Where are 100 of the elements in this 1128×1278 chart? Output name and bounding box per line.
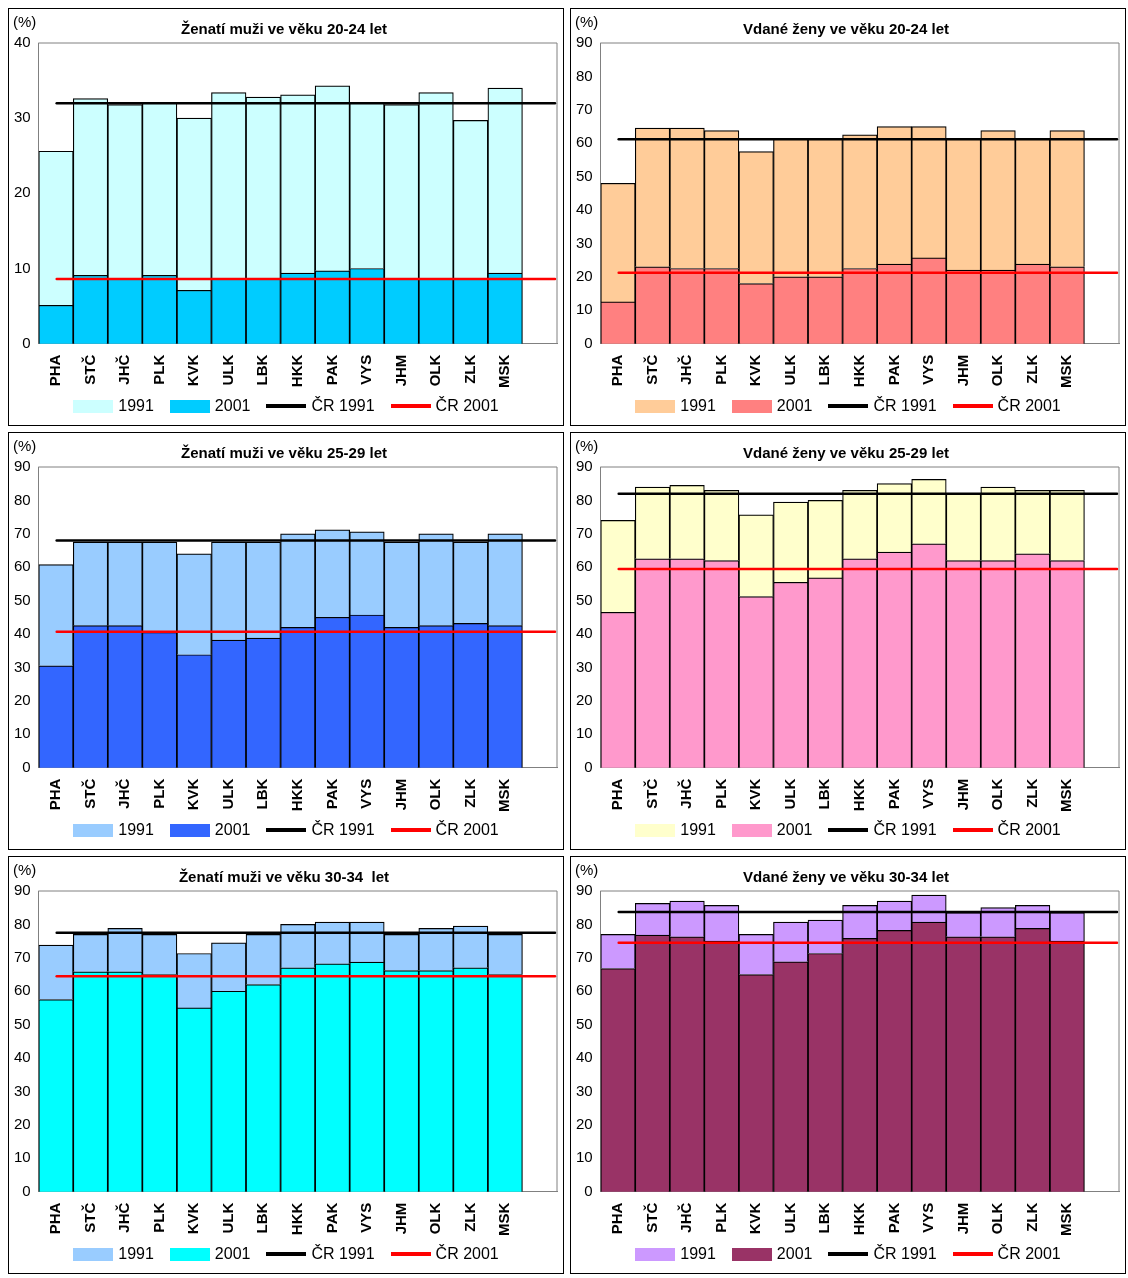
legend-label: ČR 2001 (997, 821, 1061, 839)
x-tick-label: JHM (391, 778, 409, 811)
x-tick-label: ZLK (1022, 778, 1040, 808)
legend-label: ČR 2001 (997, 1245, 1061, 1263)
x-tick-label: OLK (426, 778, 444, 811)
y-axis-title: (%) (13, 436, 37, 454)
x-tick-label: JHM (391, 1202, 409, 1235)
x-tick-label: PLK (149, 1202, 167, 1233)
y-tick-label: 90 (14, 457, 31, 475)
x-tick-label: ULK (218, 778, 236, 810)
y-tick-label: 50 (14, 590, 31, 608)
legend-label: ČR 2001 (435, 397, 499, 415)
y-tick-label: 30 (14, 657, 31, 675)
legend-label: 1991 (118, 397, 154, 415)
y-tick-label: 80 (576, 66, 593, 84)
x-tick-label: ULK (218, 354, 236, 386)
legend-label: ČR 1991 (311, 1245, 375, 1263)
y-tick-label: 50 (14, 1014, 31, 1032)
y-tick-label: 20 (576, 266, 593, 284)
x-tick-label: HKK (287, 354, 305, 388)
x-tick-label: KVK (746, 1202, 764, 1235)
x-tick-label: STČ (80, 778, 98, 809)
y-tick-label: 40 (576, 624, 593, 642)
chart-title: Ženatí muži ve věku 20-24 let (181, 20, 387, 38)
x-tick-label: JHM (953, 1202, 971, 1235)
y-tick-label: 0 (584, 333, 593, 351)
x-tick-label: STČ (642, 778, 660, 809)
legend-label: ČR 1991 (873, 1245, 937, 1263)
x-tick-label: LBK (253, 354, 271, 386)
y-tick-label: 20 (14, 690, 31, 708)
y-tick-label: 10 (14, 724, 31, 742)
x-tick-label: PAK (322, 778, 340, 810)
x-tick-label: ZLK (1022, 1202, 1040, 1232)
x-tick-label: PHA (46, 354, 64, 387)
y-tick-label: 0 (584, 757, 593, 775)
x-tick-label: JHM (953, 778, 971, 811)
y-tick-label: 70 (576, 99, 593, 117)
x-tick-label: PAK (322, 354, 340, 386)
x-tick-label: ZLK (460, 354, 478, 384)
x-tick-label: PLK (711, 1202, 729, 1233)
x-tick-label: MSK (1057, 354, 1075, 389)
x-tick-label: ULK (218, 1202, 236, 1234)
x-tick-label: PLK (149, 778, 167, 809)
y-tick-label: 30 (14, 1081, 31, 1099)
x-tick-label: PAK (322, 1202, 340, 1234)
legend-label: 2001 (214, 821, 251, 839)
x-tick-label: JHČ (115, 354, 133, 385)
y-axis-title: (%) (575, 436, 599, 454)
y-axis-title: (%) (13, 860, 37, 878)
x-tick-label: MSK (1057, 1202, 1075, 1237)
x-tick-label: JHČ (677, 778, 695, 809)
x-tick-label: ULK (780, 354, 798, 386)
y-tick-label: 40 (14, 33, 31, 51)
y-tick-label: 20 (576, 690, 593, 708)
y-tick-label: 60 (576, 557, 593, 575)
y-tick-label: 60 (14, 557, 31, 575)
y-tick-label: 10 (576, 724, 593, 742)
x-tick-label: STČ (642, 354, 660, 385)
x-tick-label: OLK (426, 1202, 444, 1235)
x-tick-label: MSK (495, 354, 513, 389)
y-tick-label: 90 (576, 881, 593, 899)
legend-label: ČR 2001 (435, 821, 499, 839)
y-tick-label: 80 (576, 490, 593, 508)
x-tick-label: KVK (184, 1202, 202, 1235)
x-tick-label: STČ (80, 1202, 98, 1233)
x-tick-label: ZLK (1022, 354, 1040, 384)
y-tick-label: 20 (14, 1114, 31, 1132)
x-tick-label: PHA (46, 1202, 64, 1235)
x-tick-label: MSK (495, 1202, 513, 1237)
y-tick-label: 60 (14, 981, 31, 999)
legend-label: ČR 1991 (873, 821, 937, 839)
x-tick-label: PAK (884, 778, 902, 810)
x-tick-label: MSK (495, 778, 513, 813)
y-tick-label: 0 (584, 1181, 593, 1199)
x-tick-label: ZLK (460, 1202, 478, 1232)
y-tick-label: 10 (14, 258, 31, 276)
x-tick-label: HKK (287, 1202, 305, 1236)
legend-label: 1991 (118, 1245, 154, 1263)
x-tick-label: OLK (988, 354, 1006, 387)
legend-label: ČR 1991 (873, 397, 937, 415)
x-tick-label: PLK (711, 354, 729, 385)
x-tick-label: PHA (46, 778, 64, 811)
y-tick-label: 10 (576, 300, 593, 318)
y-tick-label: 20 (576, 1114, 593, 1132)
x-tick-label: JHM (953, 354, 971, 387)
x-tick-label: VYS (357, 778, 375, 809)
x-tick-label: PHA (608, 778, 626, 811)
legend-label: 2001 (214, 397, 251, 415)
legend-label: 2001 (776, 821, 813, 839)
x-tick-label: PHA (608, 354, 626, 387)
legend-label: ČR 2001 (435, 1245, 499, 1263)
x-tick-label: OLK (988, 1202, 1006, 1235)
y-tick-label: 70 (14, 523, 31, 541)
y-tick-label: 80 (14, 914, 31, 932)
x-tick-label: KVK (746, 354, 764, 387)
x-tick-label: LBK (815, 1202, 833, 1234)
legend-label: 2001 (776, 397, 813, 415)
x-tick-label: OLK (426, 354, 444, 387)
x-tick-label: PLK (149, 354, 167, 385)
y-axis-title: (%) (575, 860, 599, 878)
